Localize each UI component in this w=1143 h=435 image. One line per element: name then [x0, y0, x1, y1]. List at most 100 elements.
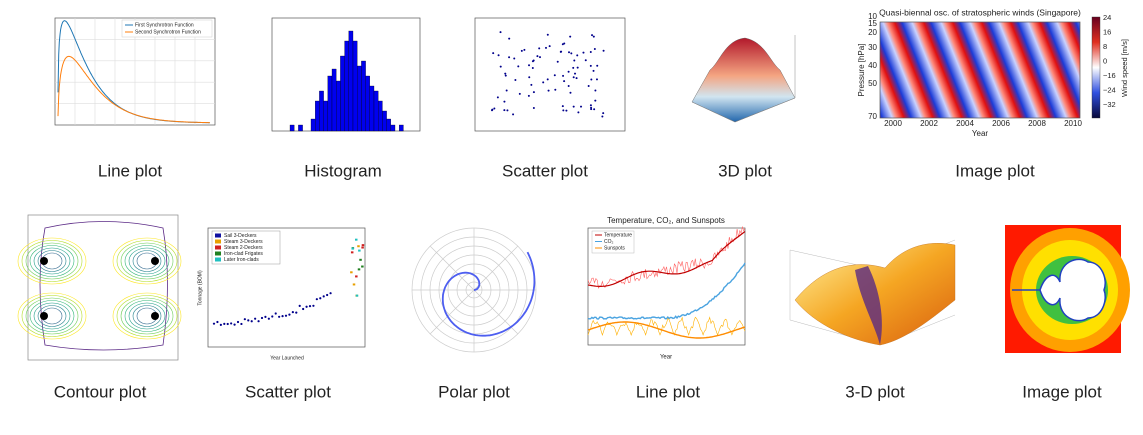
contour	[21, 240, 83, 282]
point	[567, 85, 570, 88]
contour	[132, 250, 162, 272]
point	[589, 104, 592, 107]
point	[562, 109, 565, 112]
marker	[151, 312, 159, 320]
point	[531, 67, 534, 70]
contour	[29, 300, 75, 332]
hist-bar	[331, 68, 337, 132]
hist-bar	[357, 65, 362, 132]
point	[278, 315, 281, 318]
point	[322, 295, 325, 298]
surface	[691, 37, 796, 123]
marker	[40, 312, 48, 320]
caption: Scatter plot	[245, 382, 331, 401]
point	[590, 108, 593, 111]
label: 2004	[956, 119, 974, 128]
point	[538, 56, 541, 59]
polar-grid	[473, 245, 519, 291]
point	[492, 52, 495, 55]
point	[496, 96, 499, 99]
contour-outer	[39, 221, 168, 351]
point	[361, 244, 365, 247]
hist-bar	[340, 55, 345, 132]
point	[497, 54, 500, 57]
point	[548, 45, 551, 48]
point	[305, 305, 308, 308]
point	[504, 72, 507, 75]
label: 16	[1103, 27, 1111, 36]
hist-bar	[327, 75, 333, 132]
label: 50	[868, 79, 877, 88]
label: 8	[1103, 42, 1107, 51]
caption: Polar plot	[438, 382, 510, 401]
point	[357, 268, 361, 271]
point	[580, 105, 583, 108]
label: 2000	[884, 119, 902, 128]
hist-bar	[386, 118, 391, 132]
label: −32	[1103, 100, 1116, 109]
point	[355, 275, 358, 278]
point	[584, 59, 587, 62]
label: Sail 3-Deckers	[224, 233, 257, 239]
point	[587, 84, 590, 87]
point	[361, 265, 364, 268]
hist-bar	[352, 40, 358, 132]
contour	[124, 300, 170, 332]
point	[499, 65, 502, 68]
point	[267, 317, 270, 320]
contour	[25, 242, 79, 280]
label: Year Launched	[270, 355, 304, 361]
caption: Line plot	[98, 161, 163, 180]
contour	[120, 242, 174, 280]
fractal-set	[1012, 258, 1106, 322]
point	[517, 65, 520, 68]
contour	[37, 305, 67, 327]
point	[530, 83, 533, 86]
point	[260, 316, 264, 320]
point	[572, 105, 575, 108]
point	[247, 319, 250, 322]
hist-bar	[298, 124, 303, 132]
point	[499, 31, 502, 34]
point	[508, 37, 511, 40]
point	[565, 109, 568, 112]
point	[523, 48, 526, 51]
label: Quasi-biennal osc. of stratospheric wind…	[879, 7, 1081, 17]
point	[554, 88, 557, 91]
point	[591, 34, 594, 37]
legend-key	[215, 257, 221, 262]
contour	[25, 297, 79, 335]
point	[329, 292, 332, 295]
hist-bar	[378, 100, 383, 132]
axes	[879, 21, 1081, 119]
point	[574, 72, 577, 75]
point	[240, 322, 243, 326]
hist-bar	[336, 80, 341, 132]
label: 15	[868, 19, 877, 28]
point	[505, 89, 508, 92]
point	[602, 49, 605, 52]
caption: 3D plot	[718, 161, 772, 180]
contour	[116, 295, 178, 337]
hist-bar	[369, 85, 375, 132]
point	[302, 307, 305, 311]
point	[503, 109, 506, 112]
caption: Scatter plot	[502, 161, 588, 180]
point	[271, 315, 274, 318]
marker	[151, 257, 159, 265]
point	[532, 91, 535, 94]
point	[594, 89, 597, 92]
contour	[29, 245, 75, 277]
curve	[57, 55, 210, 124]
point	[575, 77, 578, 80]
label: CO₂	[604, 239, 614, 245]
point	[508, 56, 511, 59]
point	[281, 315, 284, 318]
legend-key	[215, 239, 221, 244]
label: 40	[868, 61, 877, 70]
label: 2006	[992, 119, 1010, 128]
point	[547, 89, 550, 92]
point	[576, 66, 579, 69]
point	[357, 245, 360, 248]
